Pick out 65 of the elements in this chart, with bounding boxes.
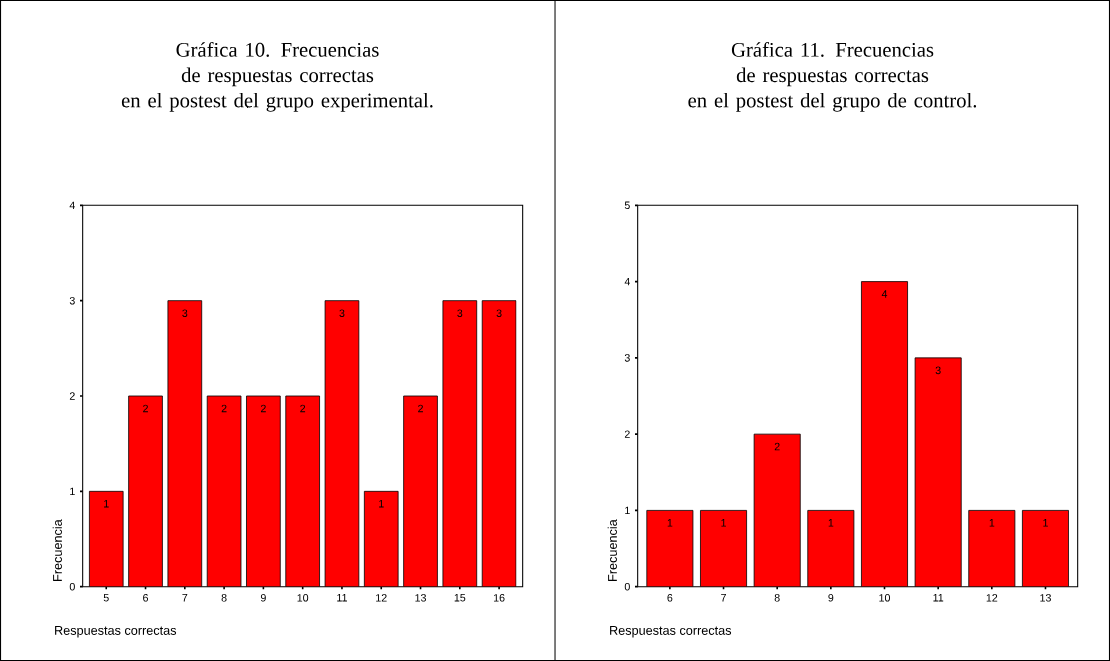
data-label: 1 <box>379 500 384 508</box>
bar <box>1022 510 1069 587</box>
x-tick-label: 7 <box>721 594 726 602</box>
bar <box>646 510 693 587</box>
chart-subtitle: en el postest del grupo de control. <box>688 92 977 112</box>
data-label: 1 <box>104 500 109 508</box>
x-tick-label: 15 <box>454 594 466 602</box>
x-tick-label: 9 <box>260 594 266 602</box>
x-tick-label: 7 <box>182 594 188 602</box>
y-tick-label: 3 <box>69 296 75 305</box>
x-tick-label: 12 <box>376 594 387 602</box>
data-label: 2 <box>260 404 266 413</box>
x-tick-label: 10 <box>297 594 309 602</box>
y-axis-title: Frecuencia <box>607 519 617 581</box>
x-tick-label: 11 <box>933 594 944 602</box>
y-tick-label: 2 <box>624 430 630 438</box>
data-label: 1 <box>828 519 834 527</box>
x-tick-label: 6 <box>143 594 149 602</box>
data-label: 3 <box>457 309 463 317</box>
x-tick-label: 8 <box>221 594 227 602</box>
y-tick-label: 2 <box>69 392 75 400</box>
data-label: 3 <box>339 309 345 317</box>
bar <box>861 281 908 587</box>
x-tick-label: 5 <box>103 594 109 602</box>
bar <box>754 434 801 587</box>
y-tick-label: 1 <box>625 506 630 515</box>
data-label: 2 <box>774 442 780 451</box>
data-label: 2 <box>143 404 148 413</box>
data-label: 3 <box>935 366 941 375</box>
bar <box>807 510 854 587</box>
bar <box>915 357 962 587</box>
x-axis-title: Respuestas correctas <box>55 626 177 638</box>
x-tick-label: 8 <box>774 594 780 602</box>
data-label: 2 <box>221 404 227 413</box>
x-tick-label: 13 <box>415 594 426 602</box>
data-label: 1 <box>721 519 726 527</box>
x-tick-label: 12 <box>986 594 998 602</box>
y-tick-label: 0 <box>69 582 75 591</box>
x-tick-label: 10 <box>879 594 891 602</box>
x-tick-label: 16 <box>493 594 505 602</box>
x-tick-label: 6 <box>667 594 673 602</box>
data-label: 2 <box>300 404 306 413</box>
chart-subtitle: en el postest del grupo experimental. <box>121 92 433 112</box>
data-label: 1 <box>667 519 673 527</box>
y-tick-label: 4 <box>69 201 75 209</box>
y-axis-title: Frecuencia <box>52 519 62 581</box>
data-label: 2 <box>418 404 423 413</box>
y-tick-label: 1 <box>70 487 75 495</box>
x-tick-label: 11 <box>337 594 347 602</box>
x-tick-label: 13 <box>1040 594 1051 602</box>
y-tick-label: 0 <box>624 582 630 591</box>
x-axis-title: Respuestas correctas <box>610 626 732 638</box>
data-label: 1 <box>1043 519 1048 527</box>
data-label: 4 <box>881 290 888 298</box>
chart-title: Gráfica 10. Frecuencias de respuestas correctas <box>176 42 379 87</box>
y-tick-label: 4 <box>624 277 630 286</box>
chart-title: Gráfica 11. Frecuencias de respuestas correctas <box>731 42 934 87</box>
x-tick-label: 9 <box>828 594 834 602</box>
y-tick-label: 5 <box>624 201 630 210</box>
bar <box>968 510 1015 587</box>
y-tick-label: 3 <box>624 354 630 362</box>
data-label: 3 <box>496 309 502 317</box>
data-label: 3 <box>182 309 188 317</box>
data-label: 1 <box>989 519 995 527</box>
bar <box>700 510 747 587</box>
